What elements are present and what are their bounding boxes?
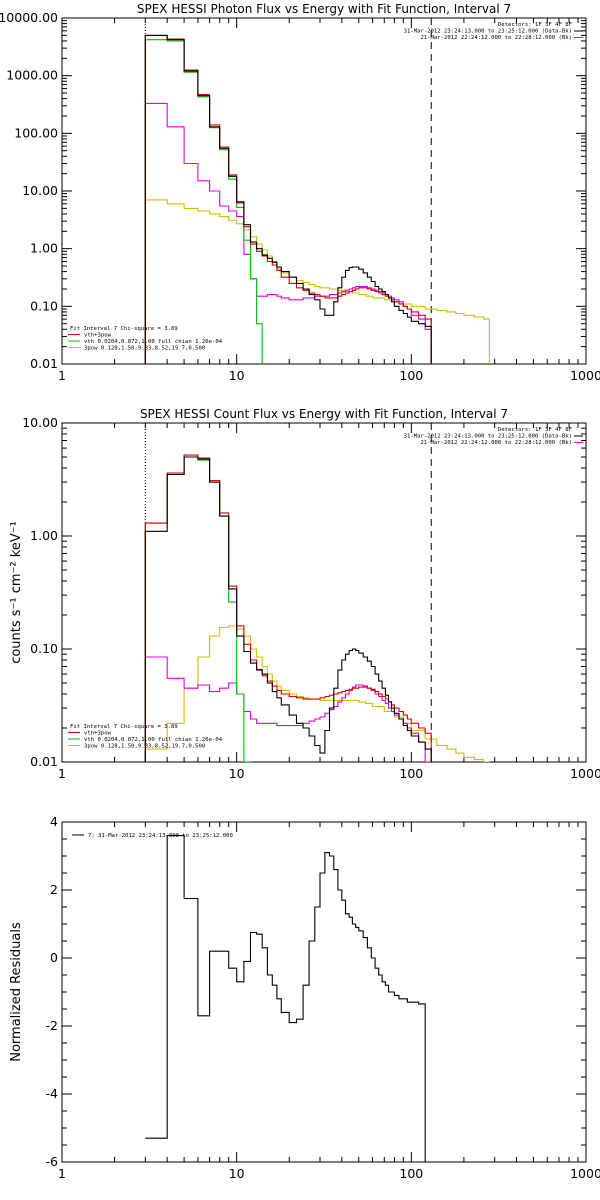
x-tick-label: 1 xyxy=(58,368,66,383)
y-tick-label: 0.10 xyxy=(30,298,58,313)
x-tick-label: 1 xyxy=(58,1166,66,1181)
y-tick-label: -4 xyxy=(46,1086,59,1101)
legend-entry: vth 0.0204,0.872,1.00 full chian 1.26e-0… xyxy=(84,737,223,743)
y-tick-label: 0.10 xyxy=(30,641,58,656)
y-tick-label: 0.01 xyxy=(30,356,58,371)
series-7-31-mar-2012-23-24-13-000-to-23-25-12-000 xyxy=(145,835,432,1162)
legend-entry: vth+3pow xyxy=(84,333,112,339)
header-line: Detectors: 1F 3F 4F 8F xyxy=(498,22,573,28)
x-tick-label: 10 xyxy=(229,368,245,383)
chart-title: SPEX HESSI Count Flux vs Energy with Fit… xyxy=(140,407,508,421)
x-axis: 1 10 100 1000 xyxy=(58,822,600,1181)
series-data-bk xyxy=(144,456,432,762)
series-vth xyxy=(144,39,263,364)
y-tick-label: -2 xyxy=(46,1018,58,1033)
legend-entry: 3pow 0.128,1.50,9.33,8.52,19.7,0.500 xyxy=(84,346,205,352)
x-tick-label: 100 xyxy=(399,368,423,383)
legend-entry: Fit Interval 7 Chi-square = 3.89 xyxy=(70,724,178,730)
chart-1: SPEX HESSI Photon Flux vs Energy with Fi… xyxy=(0,2,600,383)
y-tick-label: 1000.00 xyxy=(6,68,58,83)
y-axis-label: Normalized Residuals xyxy=(9,922,24,1062)
x-tick-label: 10 xyxy=(229,766,245,781)
y-tick-label: 10000.00 xyxy=(0,10,58,25)
x-tick-label: 1 xyxy=(58,766,66,781)
x-tick-label: 100 xyxy=(399,1166,423,1181)
chart-2: SPEX HESSI Count Flux vs Energy with Fit… xyxy=(9,407,600,781)
x-tick-label: 1000 xyxy=(570,766,600,781)
plot-frame xyxy=(61,17,587,365)
series-group xyxy=(144,34,490,364)
series-group xyxy=(144,454,490,762)
series-vth xyxy=(144,456,251,762)
x-axis: 1 10 100 1000 xyxy=(58,423,600,781)
y-tick-label: 2 xyxy=(50,882,58,897)
y-tick-label: 10.00 xyxy=(22,415,58,430)
y-tick-label: 100.00 xyxy=(14,125,58,140)
header-line: Detectors: 1F 3F 4F 8F xyxy=(498,427,573,433)
chart-title: SPEX HESSI Photon Flux vs Energy with Fi… xyxy=(137,2,511,16)
x-tick-label: 1000 xyxy=(570,1166,600,1181)
series-data-bk xyxy=(144,34,432,364)
y-tick-label: 4 xyxy=(50,814,58,829)
legend-entry: 3pow 0.128,1.50,9.33,8.52,19.7,0.500 xyxy=(84,744,205,750)
legend-entry: Fit Interval 7 Chi-square = 3.89 xyxy=(70,326,178,332)
y-tick-label: 0 xyxy=(50,950,58,965)
y-tick-label: 10.00 xyxy=(22,183,58,198)
y-tick-label: 1.00 xyxy=(30,241,58,256)
x-tick-label: 1000 xyxy=(570,368,600,383)
header-line: 31-Mar-2012 23:24:13.000 to 23:25:12.000… xyxy=(404,29,572,35)
x-axis: 1 10 100 1000 xyxy=(58,18,600,383)
series-group xyxy=(145,835,432,1162)
series-vth-3pow xyxy=(144,454,432,762)
series-vth-3pow xyxy=(144,34,432,364)
legend-entry: vth+3pow xyxy=(84,731,112,737)
y-axis: 0.01 0.10 1.00 10.00 100.00 1000.00 10000.00 xyxy=(0,10,586,371)
legend-entry: vth 0.0204,0.872,1.00 full chian 1.26e-0… xyxy=(84,339,223,345)
y-tick-label: 0.01 xyxy=(30,754,58,769)
legend-entry: 7: 31-Mar-2012 23:24:13.000 to 23:25:12.… xyxy=(88,833,233,839)
plot-frame xyxy=(61,422,587,763)
y-axis-label: counts s⁻¹ cm⁻² keV⁻¹ xyxy=(9,521,24,664)
x-tick-label: 100 xyxy=(399,766,423,781)
header-line: 21-Mar-2012 22:24:12.000 to 22:28:12.000… xyxy=(420,440,572,446)
header-line: 31-Mar-2012 23:24:13.000 to 23:25:12.000… xyxy=(404,434,572,440)
y-tick-label: 1.00 xyxy=(30,528,58,543)
y-axis: -6 -4 -2 0 2 4 xyxy=(46,814,586,1169)
chart-3: Normalized Residuals 1 10 100 1000 -6 -4 -2 0 2 4 7… xyxy=(9,814,600,1181)
y-axis: 0.01 0.10 1.00 10.00 xyxy=(22,415,586,769)
header-line: 21-Mar-2012 22:24:12.000 to 22:28:12.000… xyxy=(420,35,572,41)
series-3pow-continuum xyxy=(144,199,490,364)
y-tick-label: -6 xyxy=(46,1154,59,1169)
x-tick-label: 10 xyxy=(229,1166,245,1181)
series-3pow xyxy=(144,102,432,364)
